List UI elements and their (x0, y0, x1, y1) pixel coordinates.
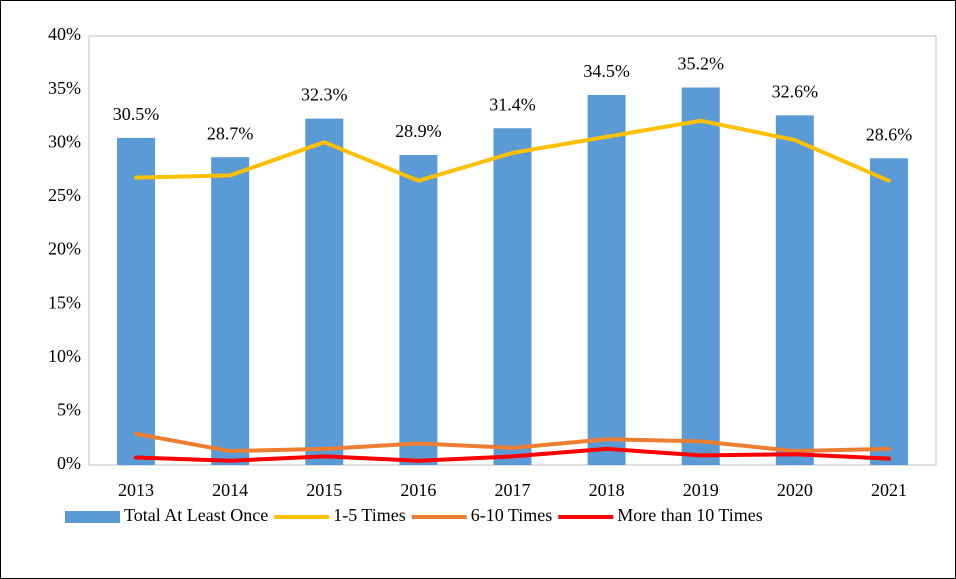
line (134, 446, 891, 463)
bar (869, 158, 908, 465)
y-tick-label: 0% (57, 453, 81, 473)
y-tick-label: 5% (57, 400, 81, 420)
legend-label: 6-10 Times (471, 505, 553, 525)
x-tick-label: 2014 (212, 480, 248, 500)
data-label: 30.5% (113, 104, 160, 124)
y-tick-label: 20% (48, 239, 81, 259)
data-label: 35.2% (677, 54, 724, 74)
bar (775, 115, 814, 466)
y-tick-label: 35% (48, 78, 81, 98)
line (134, 431, 891, 454)
data-label: 31.4% (489, 94, 536, 114)
line (134, 118, 891, 183)
legend-label: 1-5 Times (333, 505, 406, 525)
x-tick-label: 2016 (400, 480, 436, 500)
legend-label: Total At Least Once (124, 505, 268, 525)
bar (493, 128, 532, 466)
x-tick-label: 2020 (777, 480, 813, 500)
data-label: 32.3% (301, 85, 348, 105)
data-label: 28.7% (207, 123, 254, 143)
data-label: 28.6% (866, 124, 913, 144)
y-tick-label: 10% (48, 346, 81, 366)
bar (211, 157, 250, 465)
data-label: 32.6% (772, 81, 819, 101)
bar (117, 137, 156, 465)
bar (681, 87, 720, 465)
data-label: 28.9% (395, 121, 442, 141)
x-tick-label: 2017 (495, 480, 531, 500)
legend-label: More than 10 Times (617, 505, 763, 525)
bar (587, 94, 626, 466)
y-tick-label: 40% (48, 24, 81, 44)
x-tick-label: 2019 (683, 480, 719, 500)
x-tick-label: 2015 (306, 480, 342, 500)
bar (305, 118, 344, 466)
legend-swatch (65, 511, 120, 523)
x-tick-label: 2021 (871, 480, 907, 500)
y-tick-label: 25% (48, 185, 81, 205)
y-tick-label: 30% (48, 131, 81, 151)
data-label: 34.5% (583, 61, 630, 81)
x-tick-label: 2018 (589, 480, 625, 500)
bar (399, 155, 438, 466)
y-tick-label: 15% (48, 292, 81, 312)
x-tick-label: 2013 (118, 480, 154, 500)
